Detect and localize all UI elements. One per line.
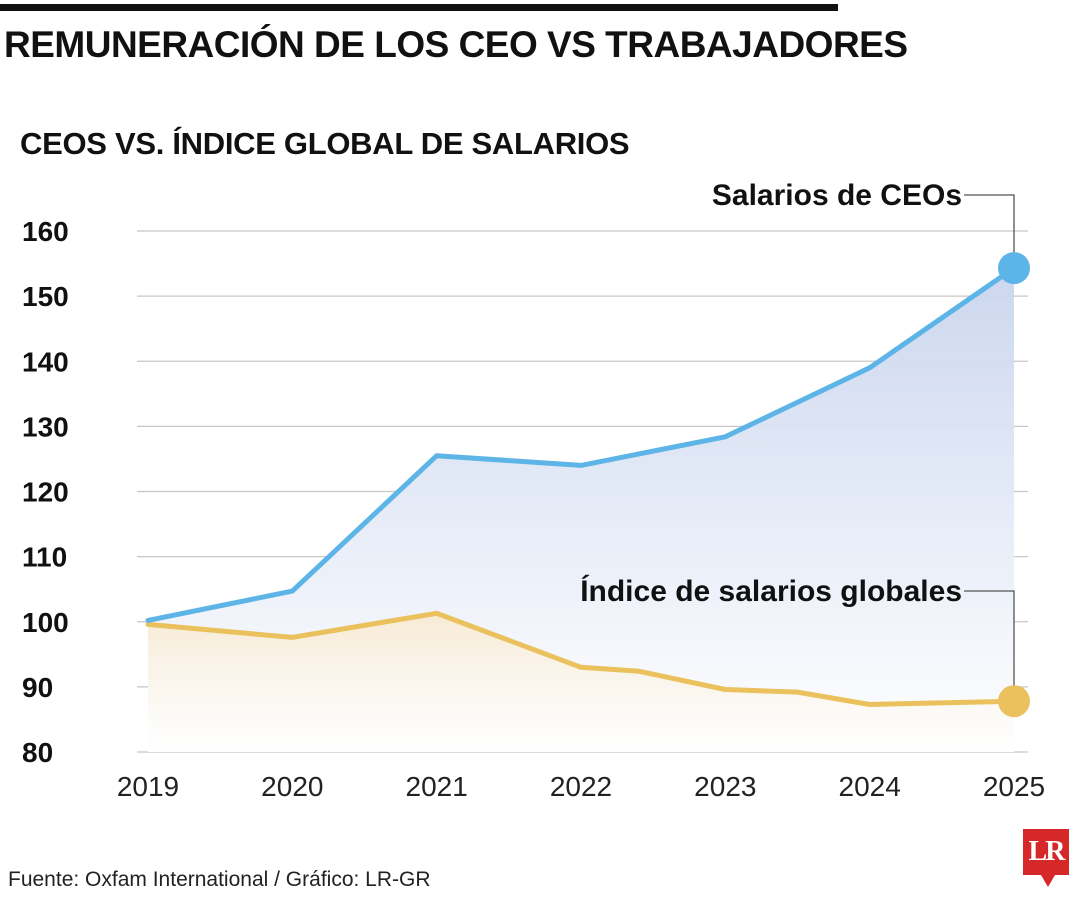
y-tick-label: 90 [22, 672, 53, 703]
workers-area [148, 613, 1014, 752]
lr-logo: LR [1023, 829, 1069, 887]
x-tick-label: 2019 [117, 771, 179, 802]
x-tick-label: 2021 [406, 771, 468, 802]
series-lines [145, 252, 1030, 718]
workers-leader-line [964, 590, 1015, 686]
x-tick-label: 2025 [983, 771, 1045, 802]
axis-ticks: 80 90 100 110 120 130 140 150 160 2019 2020 2021 202… [22, 216, 1045, 802]
workers-line [145, 610, 1017, 707]
x-tick-label: 2024 [839, 771, 901, 802]
ceo-leader-line [964, 194, 1015, 253]
workers-end-marker [998, 685, 1030, 718]
x-tick-label: 2022 [550, 771, 612, 802]
y-tick-label: 100 [22, 607, 69, 638]
y-tick-label: 80 [22, 737, 53, 768]
line-chart: 80 90 100 110 120 130 140 150 160 2019 2020 2021 202… [22, 179, 1045, 802]
y-tick-label: 110 [22, 542, 67, 573]
y-tick-label: 130 [22, 411, 69, 442]
x-tick-label: 2023 [694, 771, 756, 802]
area-fills [148, 268, 1014, 752]
series-labels: Salarios de CEOs Índice de salarios globa… [580, 179, 1015, 686]
y-tick-label: 160 [22, 216, 69, 247]
y-tick-label: 120 [22, 477, 69, 508]
x-tick-label: 2020 [261, 771, 323, 802]
ceo-line [145, 265, 1017, 623]
main-title: REMUNERACIÓN DE LOS CEO VS TRABAJADORES [4, 24, 908, 65]
ceo-series-label: Salarios de CEOs [712, 179, 962, 212]
chart-title: CEOS VS. ÍNDICE GLOBAL DE SALARIOS [20, 126, 630, 161]
top-rule [0, 4, 838, 11]
source-note: Fuente: Oxfam International / Gráfico: L… [8, 868, 431, 891]
y-tick-label: 140 [22, 346, 69, 377]
ceo-end-marker [998, 252, 1030, 285]
workers-series-label: Índice de salarios globales [580, 574, 962, 608]
y-tick-label: 150 [22, 281, 69, 312]
